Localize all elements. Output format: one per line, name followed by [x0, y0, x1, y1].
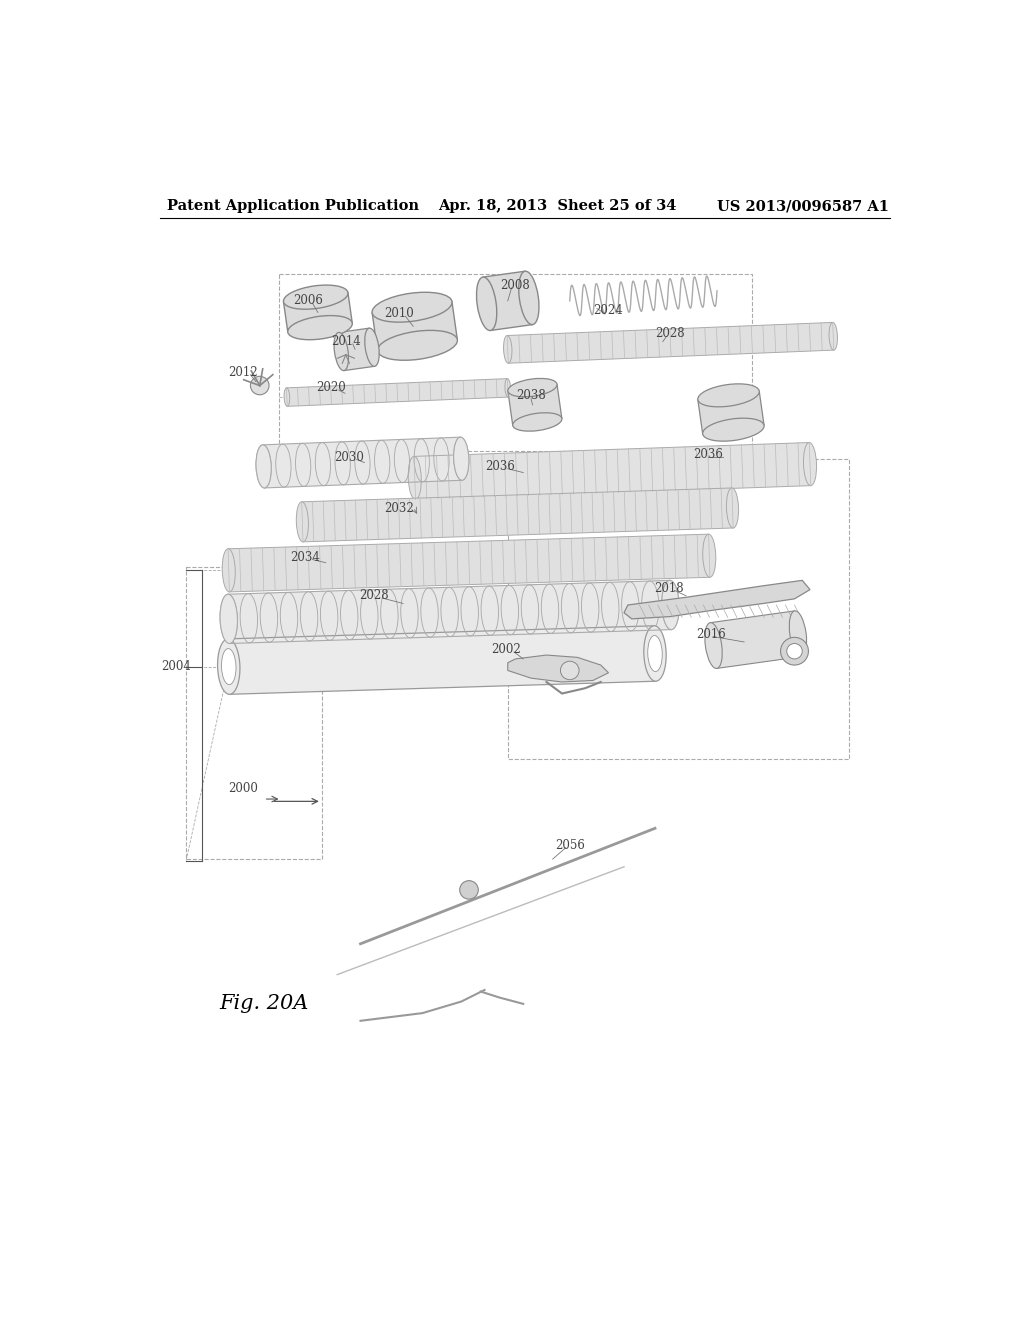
- Polygon shape: [508, 384, 562, 425]
- Ellipse shape: [256, 445, 271, 488]
- Ellipse shape: [296, 502, 308, 541]
- Text: 2036: 2036: [485, 459, 515, 473]
- Ellipse shape: [804, 442, 816, 486]
- Circle shape: [560, 661, 579, 680]
- Ellipse shape: [454, 437, 469, 480]
- Circle shape: [786, 644, 802, 659]
- Ellipse shape: [221, 648, 236, 685]
- Circle shape: [780, 638, 809, 665]
- Polygon shape: [507, 322, 834, 363]
- Polygon shape: [339, 329, 375, 371]
- Polygon shape: [624, 581, 810, 619]
- Ellipse shape: [644, 626, 667, 681]
- Text: US 2013/0096587 A1: US 2013/0096587 A1: [717, 199, 889, 213]
- Text: 2002: 2002: [492, 643, 521, 656]
- Ellipse shape: [220, 594, 238, 643]
- Ellipse shape: [334, 333, 348, 371]
- Ellipse shape: [288, 315, 352, 339]
- Polygon shape: [284, 293, 352, 333]
- Ellipse shape: [409, 457, 421, 499]
- Ellipse shape: [284, 285, 348, 309]
- Ellipse shape: [505, 379, 511, 397]
- Text: 2008: 2008: [501, 279, 530, 292]
- Ellipse shape: [222, 549, 236, 591]
- Ellipse shape: [648, 635, 663, 672]
- Bar: [186, 566, 322, 859]
- Text: 2028: 2028: [655, 327, 685, 341]
- Ellipse shape: [790, 611, 807, 656]
- Ellipse shape: [702, 535, 716, 577]
- Text: 2024: 2024: [594, 305, 624, 317]
- Ellipse shape: [284, 388, 290, 407]
- Text: 2016: 2016: [696, 628, 726, 640]
- Ellipse shape: [662, 581, 679, 630]
- Polygon shape: [414, 442, 811, 499]
- Ellipse shape: [217, 639, 240, 694]
- Ellipse shape: [513, 413, 562, 432]
- Ellipse shape: [504, 335, 512, 363]
- Polygon shape: [697, 391, 764, 434]
- Text: 2000: 2000: [227, 781, 258, 795]
- Text: Apr. 18, 2013  Sheet 25 of 34: Apr. 18, 2013 Sheet 25 of 34: [438, 199, 677, 213]
- Text: 2018: 2018: [654, 582, 684, 594]
- Ellipse shape: [476, 277, 497, 330]
- Text: 2010: 2010: [384, 308, 414, 321]
- Ellipse shape: [378, 330, 458, 360]
- Ellipse shape: [365, 329, 379, 367]
- Text: 2020: 2020: [316, 381, 346, 395]
- Polygon shape: [483, 271, 532, 330]
- Ellipse shape: [508, 379, 557, 397]
- Text: Patent Application Publication: Patent Application Publication: [167, 199, 419, 213]
- Polygon shape: [228, 581, 672, 643]
- Ellipse shape: [705, 623, 722, 668]
- Polygon shape: [302, 488, 733, 541]
- Text: 2056: 2056: [555, 838, 585, 851]
- Ellipse shape: [829, 322, 838, 350]
- Ellipse shape: [372, 292, 452, 322]
- Text: 2014: 2014: [332, 335, 361, 348]
- Ellipse shape: [519, 271, 539, 325]
- Text: 2006: 2006: [293, 294, 323, 308]
- Polygon shape: [228, 535, 710, 591]
- Polygon shape: [711, 611, 801, 668]
- Text: 2036: 2036: [693, 449, 723, 462]
- Polygon shape: [372, 302, 458, 351]
- Text: 2034: 2034: [290, 550, 319, 564]
- Circle shape: [460, 880, 478, 899]
- Polygon shape: [228, 626, 655, 694]
- Polygon shape: [508, 655, 608, 682]
- Text: 2028: 2028: [359, 589, 389, 602]
- Bar: [508, 459, 849, 759]
- Bar: [280, 275, 752, 451]
- Text: Fig. 20A: Fig. 20A: [219, 994, 308, 1014]
- Text: 2038: 2038: [516, 389, 546, 403]
- Polygon shape: [287, 379, 508, 407]
- Ellipse shape: [697, 384, 759, 407]
- Text: 2004: 2004: [161, 660, 191, 673]
- Text: 2032: 2032: [384, 502, 414, 515]
- Ellipse shape: [702, 418, 764, 441]
- Circle shape: [251, 376, 269, 395]
- Ellipse shape: [726, 488, 738, 528]
- Text: 2012: 2012: [228, 366, 257, 379]
- Text: 2030: 2030: [334, 450, 364, 463]
- Polygon shape: [263, 437, 462, 488]
